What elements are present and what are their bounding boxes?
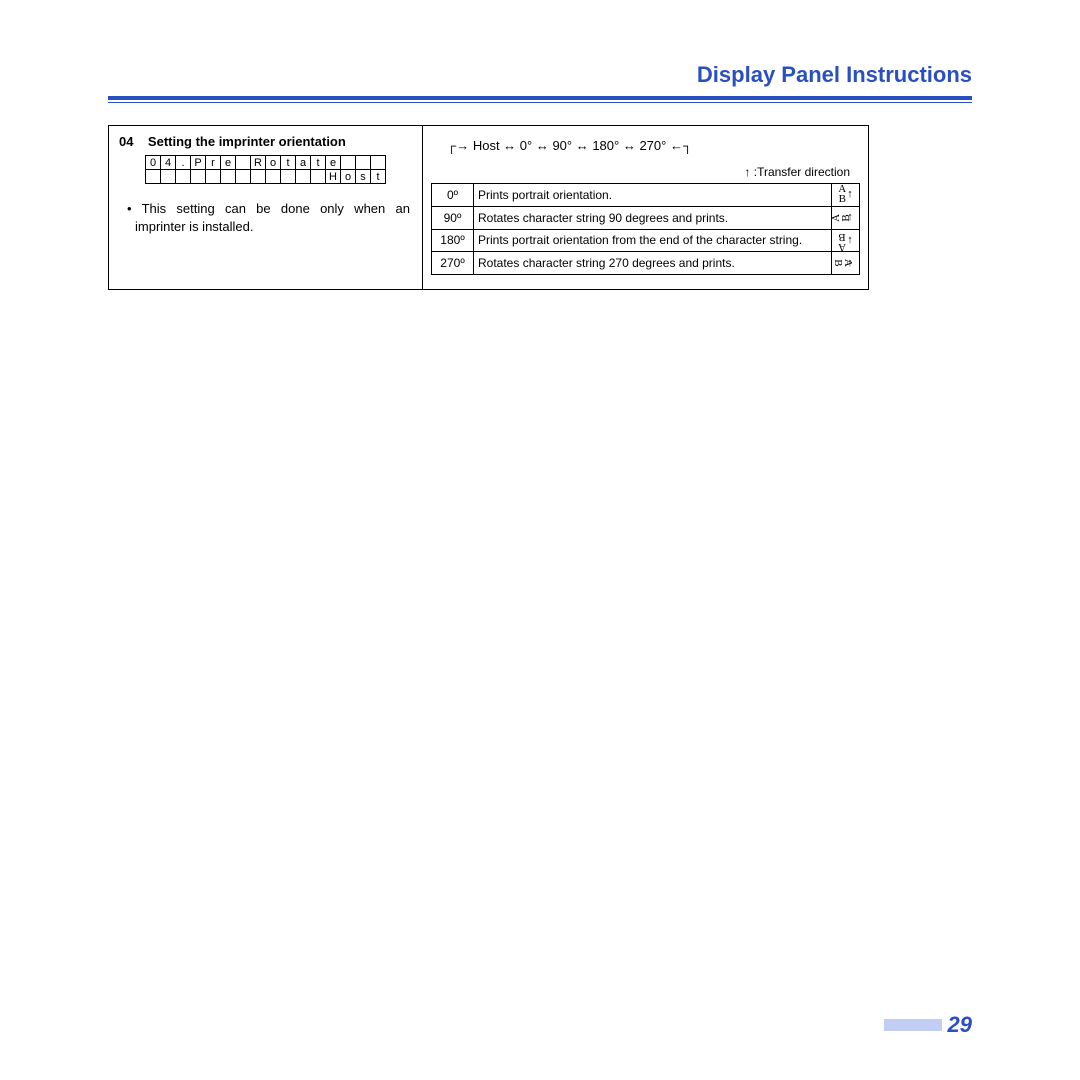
section-title: Setting the imprinter orientation [148,134,346,149]
table-row: 180º Prints portrait orientation from th… [432,229,860,252]
header-rule-thick [108,96,972,100]
lcd-row-1: 04.P reR otat e [146,156,386,170]
left-panel: 04 Setting the imprinter orientation 04.… [108,125,423,290]
right-panel: ┌→ Host ↔ 0° ↔ 90° ↔ 180° ↔ 270° ←┐ ↑ :T… [423,125,869,290]
table-row: 270º Rotates character string 270 degree… [432,252,860,275]
degree-cell: 270º [432,252,474,275]
section-number: 04 [119,134,133,149]
page-header: Display Panel Instructions [108,62,972,96]
up-arrow-icon: ↑ [744,165,750,179]
orientation-icon-90: AB↑ [832,206,860,229]
sequence-arrow-end: ←┐ [670,138,692,153]
desc-cell: Prints portrait orientation from the end… [474,229,832,252]
degree-cell: 0º [432,184,474,207]
header-rule-thin [108,102,972,103]
orientation-icon-270: AB↑ [832,252,860,275]
transfer-direction-label: ↑ :Transfer direction [431,165,860,183]
option-sequence: ┌→ Host ↔ 0° ↔ 90° ↔ 180° ↔ 270° ←┐ [431,136,860,165]
table-row: 0º Prints portrait orientation. AB↑ [432,184,860,207]
orientation-table: 0º Prints portrait orientation. AB↑ 90º … [431,183,860,275]
orientation-icon-180: AB↑ [832,229,860,252]
table-row: 90º Rotates character string 90 degrees … [432,206,860,229]
page-footer: 29 [884,1012,972,1038]
desc-cell: Rotates character string 90 degrees and … [474,206,832,229]
degree-cell: 90º [432,206,474,229]
orientation-icon-0: AB↑ [832,184,860,207]
sequence-arrow-start: ┌→ [447,138,469,153]
content-row: 04 Setting the imprinter orientation 04.… [108,125,972,290]
degree-cell: 180º [432,229,474,252]
page-number: 29 [948,1012,972,1038]
section-heading: 04 Setting the imprinter orientation [119,132,412,155]
desc-cell: Rotates character string 270 degrees and… [474,252,832,275]
sequence-text: Host ↔ 0° ↔ 90° ↔ 180° ↔ 270° [473,138,667,153]
note-bullet: • This setting can be done only when an … [125,200,410,235]
lcd-grid: 04.P reR otat e Host [145,155,386,184]
desc-cell: Prints portrait orientation. [474,184,832,207]
lcd-row-2: Host [146,170,386,184]
footer-bar [884,1019,942,1031]
